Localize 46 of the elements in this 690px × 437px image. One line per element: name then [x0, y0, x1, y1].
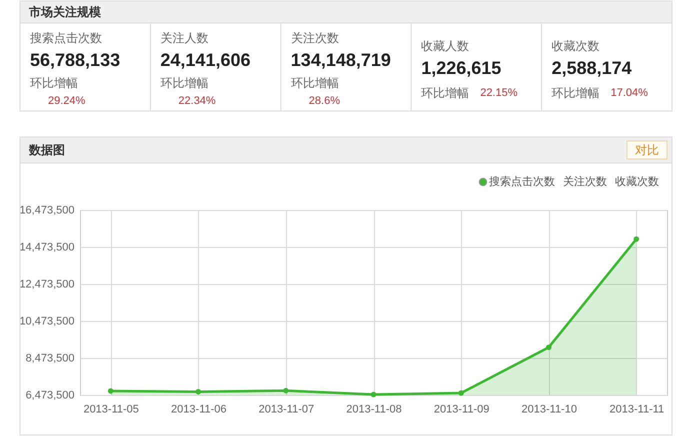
point [546, 344, 552, 350]
x-tick-label: 2013-11-11 [610, 404, 664, 416]
text: 29.24% [48, 95, 86, 107]
text: 关注次数 [563, 175, 607, 188]
text: 1,226,615 [421, 58, 502, 78]
y-tick-label: 14,473,500 [19, 242, 74, 254]
text: 市场关注规模 [28, 5, 101, 19]
text: 环比增幅 [160, 76, 208, 90]
text: 关注人数 [160, 31, 208, 45]
text: 关注次数 [290, 31, 339, 45]
x-tick-label: 2013-11-05 [83, 404, 139, 416]
text: 收藏次数 [615, 175, 659, 188]
text: 收藏人数 [421, 39, 470, 53]
x-tick-label: 2013-11-07 [258, 404, 314, 416]
chart-title: 数据图 [28, 143, 65, 157]
text: 24,141,606 [160, 50, 250, 70]
point [458, 390, 464, 396]
point [196, 389, 202, 394]
x-tick-label: 2013-11-10 [521, 404, 577, 416]
text: 对比 [635, 143, 659, 157]
text: 环比增幅 [290, 76, 339, 90]
text: 环比增幅 [552, 86, 600, 100]
y-tick-label: 12,473,500 [19, 278, 74, 290]
y-tick-label: 8,473,500 [26, 352, 74, 364]
y-tick-label: 6,473,500 [26, 390, 74, 402]
text: 2,588,174 [552, 58, 632, 78]
text: 环比增幅 [30, 76, 78, 90]
text: 56,788,133 [30, 50, 120, 70]
text: 环比增幅 [421, 86, 470, 100]
point [370, 392, 376, 398]
text: 17.04% [610, 87, 648, 99]
point [108, 388, 114, 394]
text: 收藏次数 [552, 39, 600, 53]
y-tick-label: 10,473,500 [19, 316, 74, 328]
x-tick-label: 2013-11-06 [171, 404, 227, 416]
text: 134,148,719 [290, 50, 391, 70]
text: 搜索点击次数 [30, 31, 102, 45]
legend-label: 搜索点击次数 [489, 175, 555, 188]
point [283, 388, 289, 394]
y-tick-label: 16,473,500 [19, 204, 74, 216]
text: 28.6% [308, 95, 340, 107]
x-tick-label: 2013-11-09 [434, 404, 490, 416]
point [634, 236, 640, 242]
text: 22.34% [178, 95, 216, 107]
text: 22.15% [480, 87, 518, 99]
x-tick-label: 2013-11-08 [346, 404, 402, 416]
